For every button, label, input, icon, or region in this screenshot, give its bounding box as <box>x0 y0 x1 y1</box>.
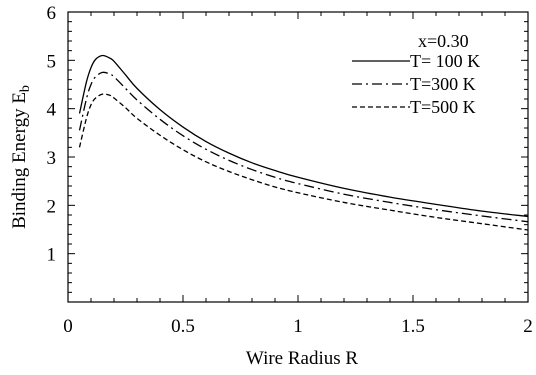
legend-label-2: T=300 K <box>410 74 476 94</box>
legend: x=0.30 T= 100 K T=300 K T=500 K <box>352 31 480 117</box>
y-tick-label: 6 <box>47 3 57 24</box>
legend-title: x=0.30 <box>418 31 469 51</box>
y-axis-label-subscript: b <box>18 85 33 92</box>
x-tick-label: 0.5 <box>171 316 195 337</box>
axis-ticks <box>67 11 529 302</box>
y-tick-label: 3 <box>47 148 57 169</box>
tick-labels: 0 0.5 1 1.5 2 1 2 3 4 5 6 <box>47 3 533 337</box>
x-tick-label: 1 <box>293 316 303 337</box>
series-lines <box>78 54 529 231</box>
x-tick-label: 2 <box>523 316 533 337</box>
x-tick-label: 1.5 <box>401 316 425 337</box>
x-axis-label: Wire Radius R <box>246 348 358 369</box>
y-tick-label: 2 <box>47 196 57 217</box>
series-line-1 <box>78 54 529 218</box>
legend-label-3: T=500 K <box>410 97 476 117</box>
y-axis-label: Binding Energy Eb <box>9 85 33 229</box>
legend-label-1: T= 100 K <box>410 51 480 71</box>
series-line-2 <box>78 71 529 223</box>
y-tick-label: 5 <box>47 51 57 72</box>
series-line-3 <box>78 93 529 231</box>
x-tick-label: 0 <box>63 316 73 337</box>
y-axis-label-main: Binding Energy E <box>9 92 30 229</box>
y-tick-label: 1 <box>47 245 57 266</box>
y-tick-label: 4 <box>47 100 57 121</box>
